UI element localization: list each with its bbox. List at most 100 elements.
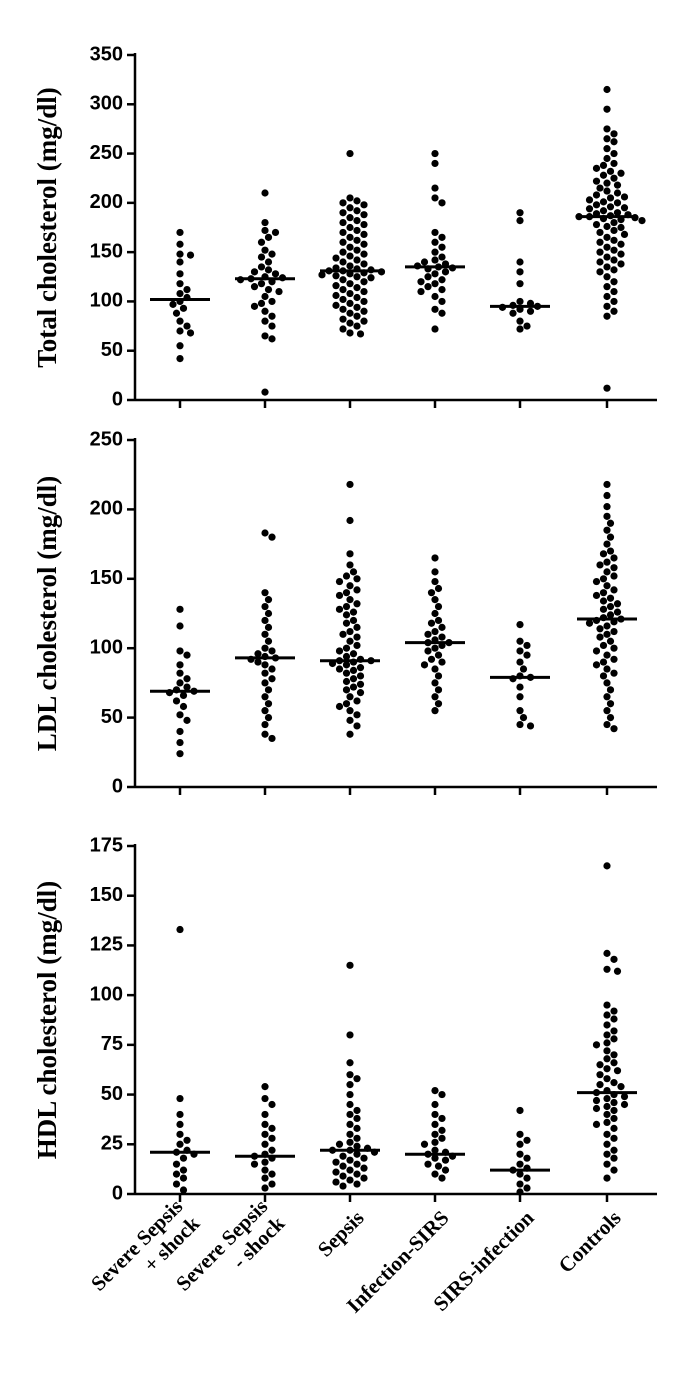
data-point [346,1110,354,1119]
data-point [431,644,439,652]
data-point [610,1146,618,1154]
data-point [346,627,354,636]
data-point [257,253,266,261]
data-point [346,716,354,724]
data-point [431,256,439,264]
data-point [339,228,347,237]
data-point [339,1182,347,1190]
data-point [254,650,262,658]
data-point [603,384,611,392]
data-point [346,1120,354,1128]
data-point [172,309,181,317]
data-point [592,577,601,586]
data-point [603,187,611,195]
data-point [424,630,432,638]
data-point [353,1114,361,1123]
data-point [179,1166,188,1174]
data-point [250,1160,259,1168]
data-point [353,1134,361,1142]
data-point [176,727,184,736]
data-point [603,263,611,271]
data-point [176,605,184,613]
data-point [353,312,361,320]
data-point [176,270,184,278]
data-point [603,503,611,511]
data-point [599,550,608,558]
data-point [353,1142,361,1150]
data-point [617,250,625,258]
data-point [603,243,611,251]
data-point [610,256,618,264]
data-point [516,1188,524,1196]
data-point [638,217,646,225]
data-point [261,246,269,254]
data-point [438,286,446,294]
data-point [431,627,439,636]
data-point [176,250,184,258]
data-point [596,238,604,246]
data-point [585,619,594,627]
data-point [349,666,358,675]
data-point [599,658,608,666]
data-point [332,282,340,290]
data-point [603,292,611,301]
data-point [353,697,361,705]
data-point [353,207,361,215]
data-point [438,1174,446,1182]
y-tick-label: 150 [90,567,123,589]
data-point [360,201,368,209]
data-point [346,262,354,270]
data-point [353,293,361,302]
data-point [596,228,604,237]
data-point [610,1007,618,1015]
data-point [603,720,611,729]
data-point [342,611,351,619]
data-point [261,1184,269,1192]
data-point [431,693,439,701]
data-point [610,1027,618,1035]
data-point [353,1180,361,1188]
data-point [339,1172,347,1180]
data-point [438,1126,446,1134]
y-tick-label: 250 [90,142,123,164]
data-point [360,260,368,268]
data-point [603,558,611,566]
data-point [183,286,191,294]
data-point [431,184,439,192]
data-point [606,700,615,708]
data-point [592,220,601,229]
data-point [264,258,273,266]
data-point [176,622,184,630]
data-point [339,630,347,638]
data-point [264,609,273,618]
data-point [431,568,439,576]
data-point [261,292,269,301]
data-point [335,591,344,600]
data-point [585,196,594,204]
data-point [360,1154,368,1162]
data-point [176,1130,184,1138]
data-point [335,647,344,655]
data-point [516,1130,524,1138]
data-point [613,967,622,975]
data-point [332,1168,340,1176]
data-point [603,1047,611,1055]
data-point [261,630,269,638]
data-point [431,609,439,618]
data-point [603,1011,611,1019]
data-point [250,283,259,291]
y-tick-label: 150 [90,240,123,262]
data-point [332,1178,340,1186]
y-tick-label: 300 [90,93,123,115]
data-point [342,602,351,611]
data-point [603,965,611,973]
data-point [603,1102,611,1111]
data-point [186,251,195,259]
data-point [176,1140,184,1148]
data-point [342,652,351,661]
data-point [610,1098,618,1107]
data-point [353,600,361,608]
data-point [603,679,611,687]
y-tick-label: 175 [90,834,123,856]
